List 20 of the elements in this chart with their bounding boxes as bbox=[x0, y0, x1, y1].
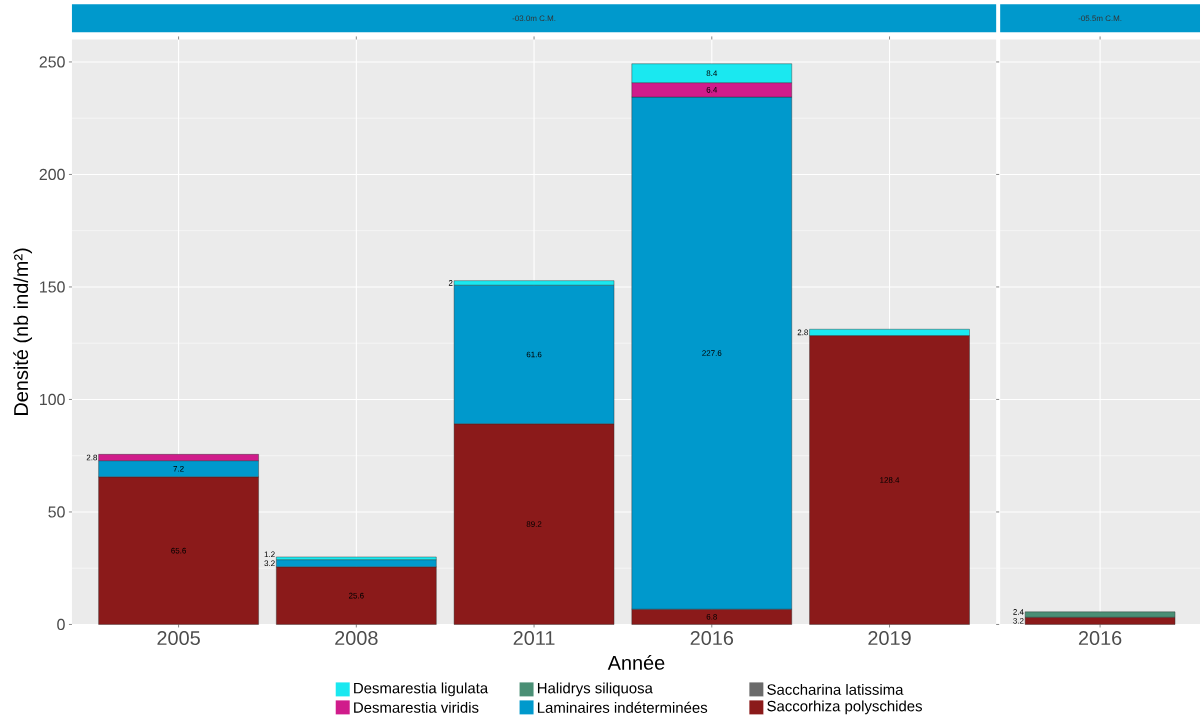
y-tick-label: 150 bbox=[40, 281, 65, 293]
x-axis-title: Année bbox=[607, 654, 665, 670]
x-tick-label: 2011 bbox=[513, 630, 555, 645]
legend-label: Desmarestia ligulata bbox=[354, 682, 489, 697]
legend-label: Laminaires indéterminées bbox=[537, 701, 708, 713]
y-axis-title: Densité (nb ind/m²) bbox=[13, 248, 33, 415]
y-tick-label: 200 bbox=[39, 168, 65, 180]
legend-label: Desmarestia viridis bbox=[354, 701, 479, 713]
y-tick-label: 100 bbox=[40, 393, 65, 405]
x-tick-label: 2016 bbox=[690, 630, 734, 645]
y-tick-label: 50 bbox=[48, 506, 65, 518]
legend-label: Saccorhiza polyschides bbox=[767, 700, 922, 715]
legend-label: Halidrys siliquosa bbox=[537, 682, 653, 697]
legend-label: Saccharina latissima bbox=[767, 683, 904, 695]
x-tick-label: 2019 bbox=[868, 630, 911, 645]
x-tick-label: 2005 bbox=[157, 630, 200, 645]
x-tick-label: 2008 bbox=[335, 630, 378, 645]
y-tick-label: 250 bbox=[39, 56, 65, 68]
x-tick-label: 2016 bbox=[1078, 630, 1122, 645]
y-tick-label: 0 bbox=[57, 618, 65, 630]
